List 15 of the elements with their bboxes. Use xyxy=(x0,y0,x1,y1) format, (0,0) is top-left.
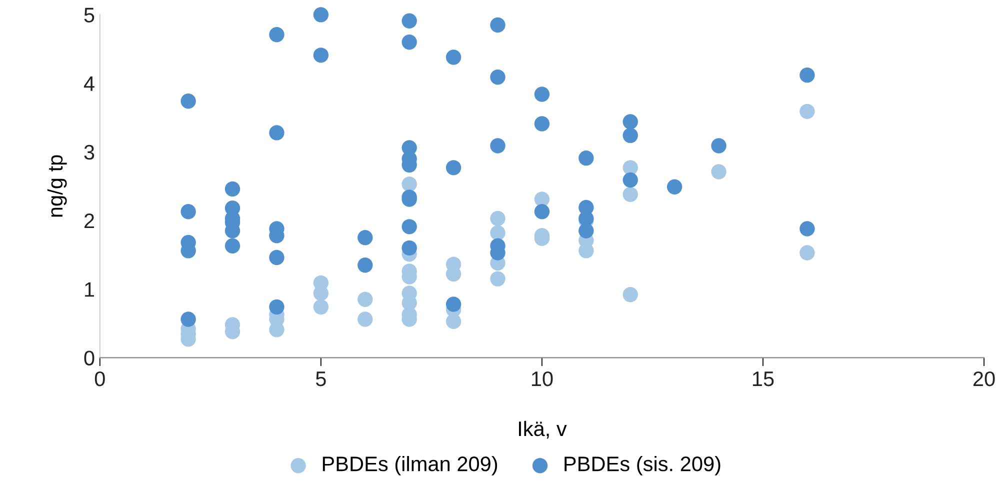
x-tick-label: 5 xyxy=(316,372,326,386)
x-tick-label: 20 xyxy=(973,371,995,386)
x-axis-title: Ikä, v xyxy=(518,420,567,439)
y-axis-title: ng/g tp xyxy=(47,155,67,217)
x-tick-label: 0 xyxy=(94,371,105,386)
legend-label: PBDEs (ilman 209) xyxy=(322,456,498,476)
x-tick-label: 15 xyxy=(752,372,774,386)
y-tick-label: 3 xyxy=(84,144,94,160)
y-tick-label: 4 xyxy=(84,76,94,91)
y-tick-label: 1 xyxy=(85,282,94,297)
y-tick-label: 0 xyxy=(84,350,94,366)
y-tick-label: 5 xyxy=(84,8,94,22)
legend-label: PBDEs (sis. 209) xyxy=(564,456,720,476)
x-tick-label: 10 xyxy=(532,371,553,386)
y-tick-label: 2 xyxy=(84,214,94,228)
